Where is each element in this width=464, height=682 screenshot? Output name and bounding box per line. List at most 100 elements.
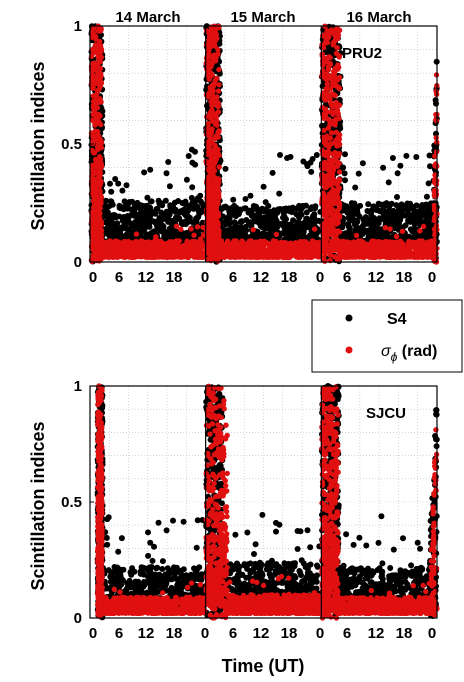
s4-point xyxy=(397,162,404,169)
s4-point xyxy=(108,188,115,195)
sigma-phi-point xyxy=(277,250,283,257)
sigma-phi-point xyxy=(107,238,113,244)
sigma-phi-point xyxy=(140,253,147,259)
s4-point xyxy=(398,201,405,208)
s4-point xyxy=(413,154,420,160)
sigma-phi-point xyxy=(260,254,267,260)
s4-point xyxy=(160,215,167,222)
s4-point xyxy=(166,183,173,190)
sigma-phi-point xyxy=(157,247,163,253)
s4-point xyxy=(355,170,362,177)
s4-point xyxy=(180,221,186,228)
s4-point xyxy=(176,215,183,222)
s4-point xyxy=(111,225,117,232)
s4-point xyxy=(111,233,118,240)
sigma-phi-point xyxy=(104,244,110,250)
sigma-phi-point xyxy=(133,231,140,237)
sigma-phi-point xyxy=(208,24,215,30)
s4-point xyxy=(387,201,394,208)
s4-point xyxy=(308,168,315,175)
s4-point xyxy=(367,226,374,233)
sigma-phi-point xyxy=(216,66,222,73)
sigma-phi-point xyxy=(207,159,213,165)
s4-point xyxy=(417,215,424,222)
sigma-phi-point xyxy=(212,206,218,213)
s4-point xyxy=(281,217,288,224)
sigma-phi-point xyxy=(92,229,98,235)
sigma-phi-point xyxy=(268,251,274,257)
day-title-3: 16 March xyxy=(346,9,411,26)
s4-point xyxy=(195,213,202,220)
sigma-phi-point xyxy=(298,250,304,256)
s4-point xyxy=(142,221,148,228)
s4-point xyxy=(179,200,186,206)
sigma-phi-point xyxy=(91,177,97,184)
sigma-phi-point xyxy=(273,231,280,238)
sigma-phi-point xyxy=(97,239,104,246)
sigma-phi-point xyxy=(125,252,132,258)
sigma-phi-point xyxy=(90,102,97,109)
s4-point xyxy=(145,213,152,220)
sigma-phi-point xyxy=(210,83,216,90)
sigma-phi-point xyxy=(97,198,103,204)
s4-point xyxy=(114,220,121,227)
s4-point xyxy=(188,146,195,153)
sigma-phi-point xyxy=(215,88,222,94)
s4-point xyxy=(166,211,173,218)
s4-point xyxy=(108,218,115,225)
sigma-phi-point xyxy=(204,28,210,34)
sigma-phi-point xyxy=(311,226,318,232)
sigma-phi-point xyxy=(292,250,299,256)
s4-point xyxy=(298,230,305,237)
sigma-phi-point xyxy=(207,114,213,121)
sigma-phi-point xyxy=(91,206,97,213)
sigma-phi-point xyxy=(198,251,205,257)
s4-point xyxy=(327,46,334,53)
sigma-phi-point xyxy=(206,37,212,43)
s4-point xyxy=(310,213,316,220)
s4-point xyxy=(247,192,254,199)
s4-point xyxy=(137,202,144,209)
sigma-phi-point xyxy=(96,154,103,160)
sigma-phi-point xyxy=(96,222,102,228)
s4-point xyxy=(242,196,249,202)
s4-point xyxy=(162,197,169,204)
s4-point xyxy=(394,170,401,177)
s4-point xyxy=(185,153,192,159)
s4-point xyxy=(138,208,145,215)
sigma-phi-point xyxy=(137,243,143,249)
sigma-phi-point xyxy=(90,85,96,92)
sigma-phi-point xyxy=(212,145,218,151)
sigma-phi-point xyxy=(215,189,222,195)
s4-point xyxy=(375,227,382,234)
s4-point xyxy=(289,229,295,236)
s4-point xyxy=(204,102,210,109)
sigma-phi-point xyxy=(117,252,123,258)
s4-point xyxy=(343,203,350,210)
sigma-phi-point xyxy=(213,119,219,125)
s4-point xyxy=(358,229,365,236)
sigma-phi-point xyxy=(212,111,218,117)
s4-point xyxy=(243,217,250,223)
s4-point xyxy=(384,212,391,219)
s4-point xyxy=(293,205,300,212)
s4-point xyxy=(163,170,170,177)
sigma-phi-point xyxy=(90,111,96,118)
s4-point xyxy=(402,222,409,229)
sigma-phi-point xyxy=(251,252,257,258)
s4-point xyxy=(141,226,148,233)
sigma-phi-point xyxy=(273,239,279,245)
s4-point xyxy=(348,200,355,207)
sigma-phi-point xyxy=(97,43,104,49)
sigma-phi-point xyxy=(277,243,284,249)
s4-point xyxy=(393,222,400,229)
sigma-phi-point xyxy=(214,94,220,100)
s4-point xyxy=(354,204,361,211)
sigma-phi-point xyxy=(246,240,253,246)
s4-point xyxy=(167,233,174,240)
sigma-phi-point xyxy=(206,64,212,70)
sigma-phi-point xyxy=(91,164,98,170)
sigma-phi-point xyxy=(285,243,292,249)
s4-point xyxy=(237,219,244,225)
s4-point xyxy=(304,215,311,222)
